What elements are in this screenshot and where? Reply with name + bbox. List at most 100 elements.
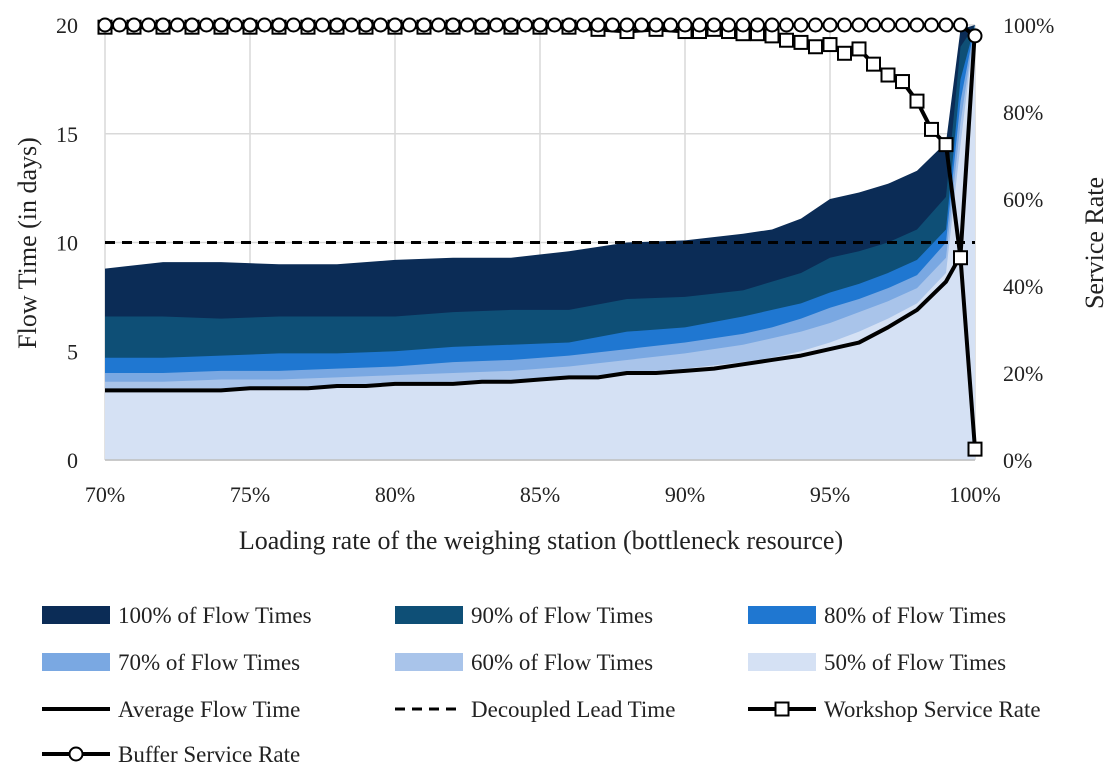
buffer-service-rate-point (112, 17, 127, 33)
buffer-service-rate-point (155, 17, 171, 33)
buffer-service-rate-point (518, 17, 533, 33)
buffer-service-rate-point (184, 17, 200, 33)
x-tick-label: 85% (520, 482, 560, 507)
y2-axis-title: Service Rate (1080, 177, 1109, 309)
buffer-service-rate-point (402, 17, 417, 33)
legend-swatch-90pct-of-flow-times (395, 606, 463, 624)
legend-label-80pct-of-flow-times: 80% of Flow Times (824, 603, 1006, 628)
y-tick-label: 20 (56, 13, 78, 38)
workshop-service-rate-point (880, 67, 896, 83)
buffer-service-rate-point (199, 17, 214, 33)
buffer-service-rate-point (793, 17, 809, 33)
buffer-service-rate-point (358, 17, 374, 33)
buffer-service-rate-point (489, 17, 504, 33)
workshop-service-rate-point (866, 56, 881, 72)
y-tick-label: 10 (56, 231, 78, 256)
buffer-service-rate-point (445, 17, 461, 33)
y2-tick-label: 100% (1003, 13, 1054, 38)
area-50pct-of-flow-times (105, 25, 975, 460)
buffer-service-rate-point (344, 17, 359, 33)
buffer-service-rate-point (837, 17, 852, 33)
y2-tick-label: 20% (1003, 361, 1043, 386)
workshop-service-rate-point (909, 93, 925, 109)
buffer-service-rate-point (706, 17, 722, 33)
buffer-service-rate-point (547, 17, 562, 33)
workshop-service-rate-point (779, 32, 794, 48)
buffer-service-rate-point (619, 17, 635, 33)
workshop-service-rate-point (895, 74, 910, 90)
legend-swatch-60pct-of-flow-times (395, 653, 463, 671)
buffer-service-rate-point (387, 17, 403, 33)
legend-swatch-100pct-of-flow-times (42, 606, 110, 624)
buffer-service-rate-point (271, 17, 287, 33)
x-tick-label: 80% (375, 482, 415, 507)
buffer-service-rate-point (474, 17, 490, 33)
workshop-service-rate-point (924, 121, 939, 137)
y2-tick-label: 0% (1003, 448, 1032, 473)
buffer-service-rate-point (692, 17, 707, 33)
tick-labels: 70% 75% 80% 85% 90% 95% 100% 0 5 10 15 20 0% 20% 40% 60… (56, 13, 1054, 507)
buffer-service-rate-point (228, 17, 243, 33)
legend-label-60pct-of-flow-times: 60% of Flow Times (471, 650, 653, 675)
legend-swatch-50pct-of-flow-times (748, 653, 816, 671)
buffer-service-rate-point (286, 17, 301, 33)
legend-label-50pct-of-flow-times: 50% of Flow Times (824, 650, 1006, 675)
buffer-service-rate-point (561, 17, 577, 33)
buffer-service-rate-point (924, 17, 939, 33)
x-tick-label: 95% (810, 482, 850, 507)
buffer-service-rate-point (938, 17, 954, 33)
y-tick-label: 5 (67, 339, 78, 364)
buffer-service-rate-point (170, 17, 185, 33)
buffer-service-rate-point (750, 17, 765, 33)
legend-label-decoupled-lead-time: Decoupled Lead Time (471, 697, 675, 722)
x-tick-label: 75% (230, 482, 270, 507)
buffer-service-rate-point (416, 17, 432, 33)
buffer-service-rate-point (97, 17, 113, 33)
workshop-service-rate-point (793, 34, 809, 50)
buffer-service-rate-point (431, 17, 446, 33)
flow-time-areas (105, 25, 975, 460)
y-tick-label: 15 (56, 122, 78, 147)
x-axis-title: Loading rate of the weighing station (bo… (239, 526, 843, 555)
buffer-service-rate-point (315, 17, 330, 33)
buffer-service-rate-point (764, 17, 780, 33)
buffer-service-rate-point (503, 17, 519, 33)
buffer-service-rate-point (677, 17, 693, 33)
legend: 100% of Flow Times 90% of Flow Times 80% o… (42, 603, 1041, 767)
line-average-flow-time (105, 29, 977, 393)
x-tick-label: 70% (85, 482, 125, 507)
buffer-service-rate-point (822, 17, 838, 33)
buffer-service-rate-point (532, 17, 548, 33)
buffer-service-rate-point (953, 17, 968, 33)
legend-square-marker (774, 701, 790, 717)
area-60pct-of-flow-times (105, 25, 975, 460)
buffer-service-rate-point (648, 17, 664, 33)
buffer-service-rate-point (779, 17, 794, 33)
workshop-service-rate-point (837, 45, 852, 61)
buffer-service-rate-point (141, 17, 156, 33)
y2-tick-label: 40% (1003, 274, 1043, 299)
y2-tick-label: 80% (1003, 100, 1043, 125)
legend-circle-marker (68, 746, 84, 762)
legend-label-100pct-of-flow-times: 100% of Flow Times (118, 603, 312, 628)
buffer-service-rate-point (909, 17, 925, 33)
buffer-service-rate-point (590, 17, 606, 33)
buffer-service-rate-point (373, 17, 388, 33)
buffer-service-rate-point (866, 17, 881, 33)
buffer-service-rate-point (634, 17, 649, 33)
buffer-service-rate-point (663, 17, 678, 33)
workshop-service-rate-point (808, 39, 823, 55)
buffer-service-rate-point (880, 17, 896, 33)
buffer-service-rate-point (257, 17, 272, 33)
buffer-service-rate-point (721, 17, 736, 33)
buffer-service-rate-point (605, 17, 620, 33)
workshop-service-rate-point (967, 441, 983, 457)
workshop-service-rate-point (822, 37, 838, 53)
buffer-service-rate-point (460, 17, 475, 33)
buffer-service-rate-point (735, 17, 751, 33)
legend-label-90pct-of-flow-times: 90% of Flow Times (471, 603, 653, 628)
y-axis-title: Flow Time (in days) (13, 137, 42, 349)
buffer-service-rate-point (126, 17, 142, 33)
legend-label-70pct-of-flow-times: 70% of Flow Times (118, 650, 300, 675)
